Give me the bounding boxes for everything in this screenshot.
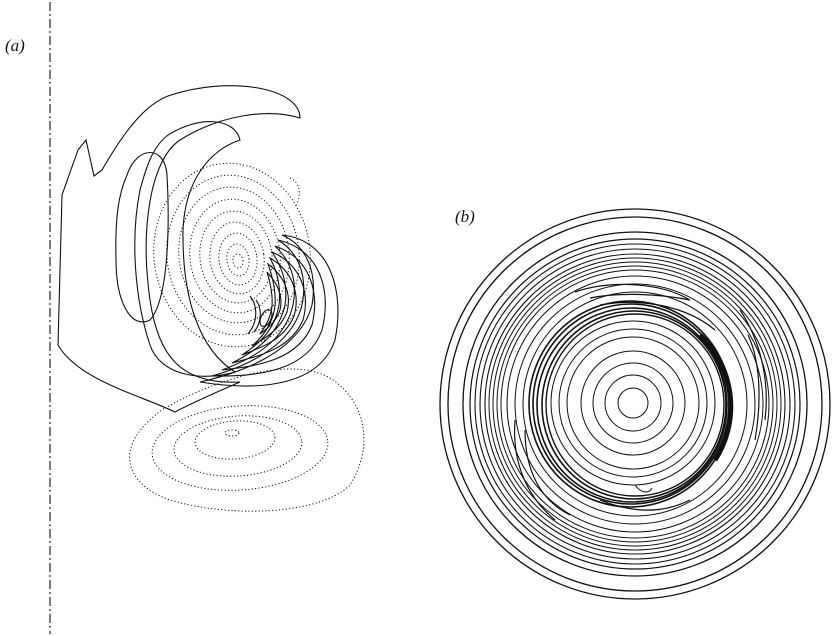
panel-a-label: (a) [5, 36, 25, 55]
outer-solid-contour [57, 85, 301, 413]
inner-solid-contour [134, 121, 241, 377]
upper-dotted-vortex [153, 162, 311, 348]
panel-b-label: (b) [455, 207, 475, 226]
innermost-solid-contour [115, 151, 169, 323]
solid-crescent-vortex [199, 234, 339, 387]
panel-a-contours [57, 85, 365, 512]
lower-dotted-lobe [129, 177, 365, 512]
panel-b-contours [439, 208, 831, 600]
